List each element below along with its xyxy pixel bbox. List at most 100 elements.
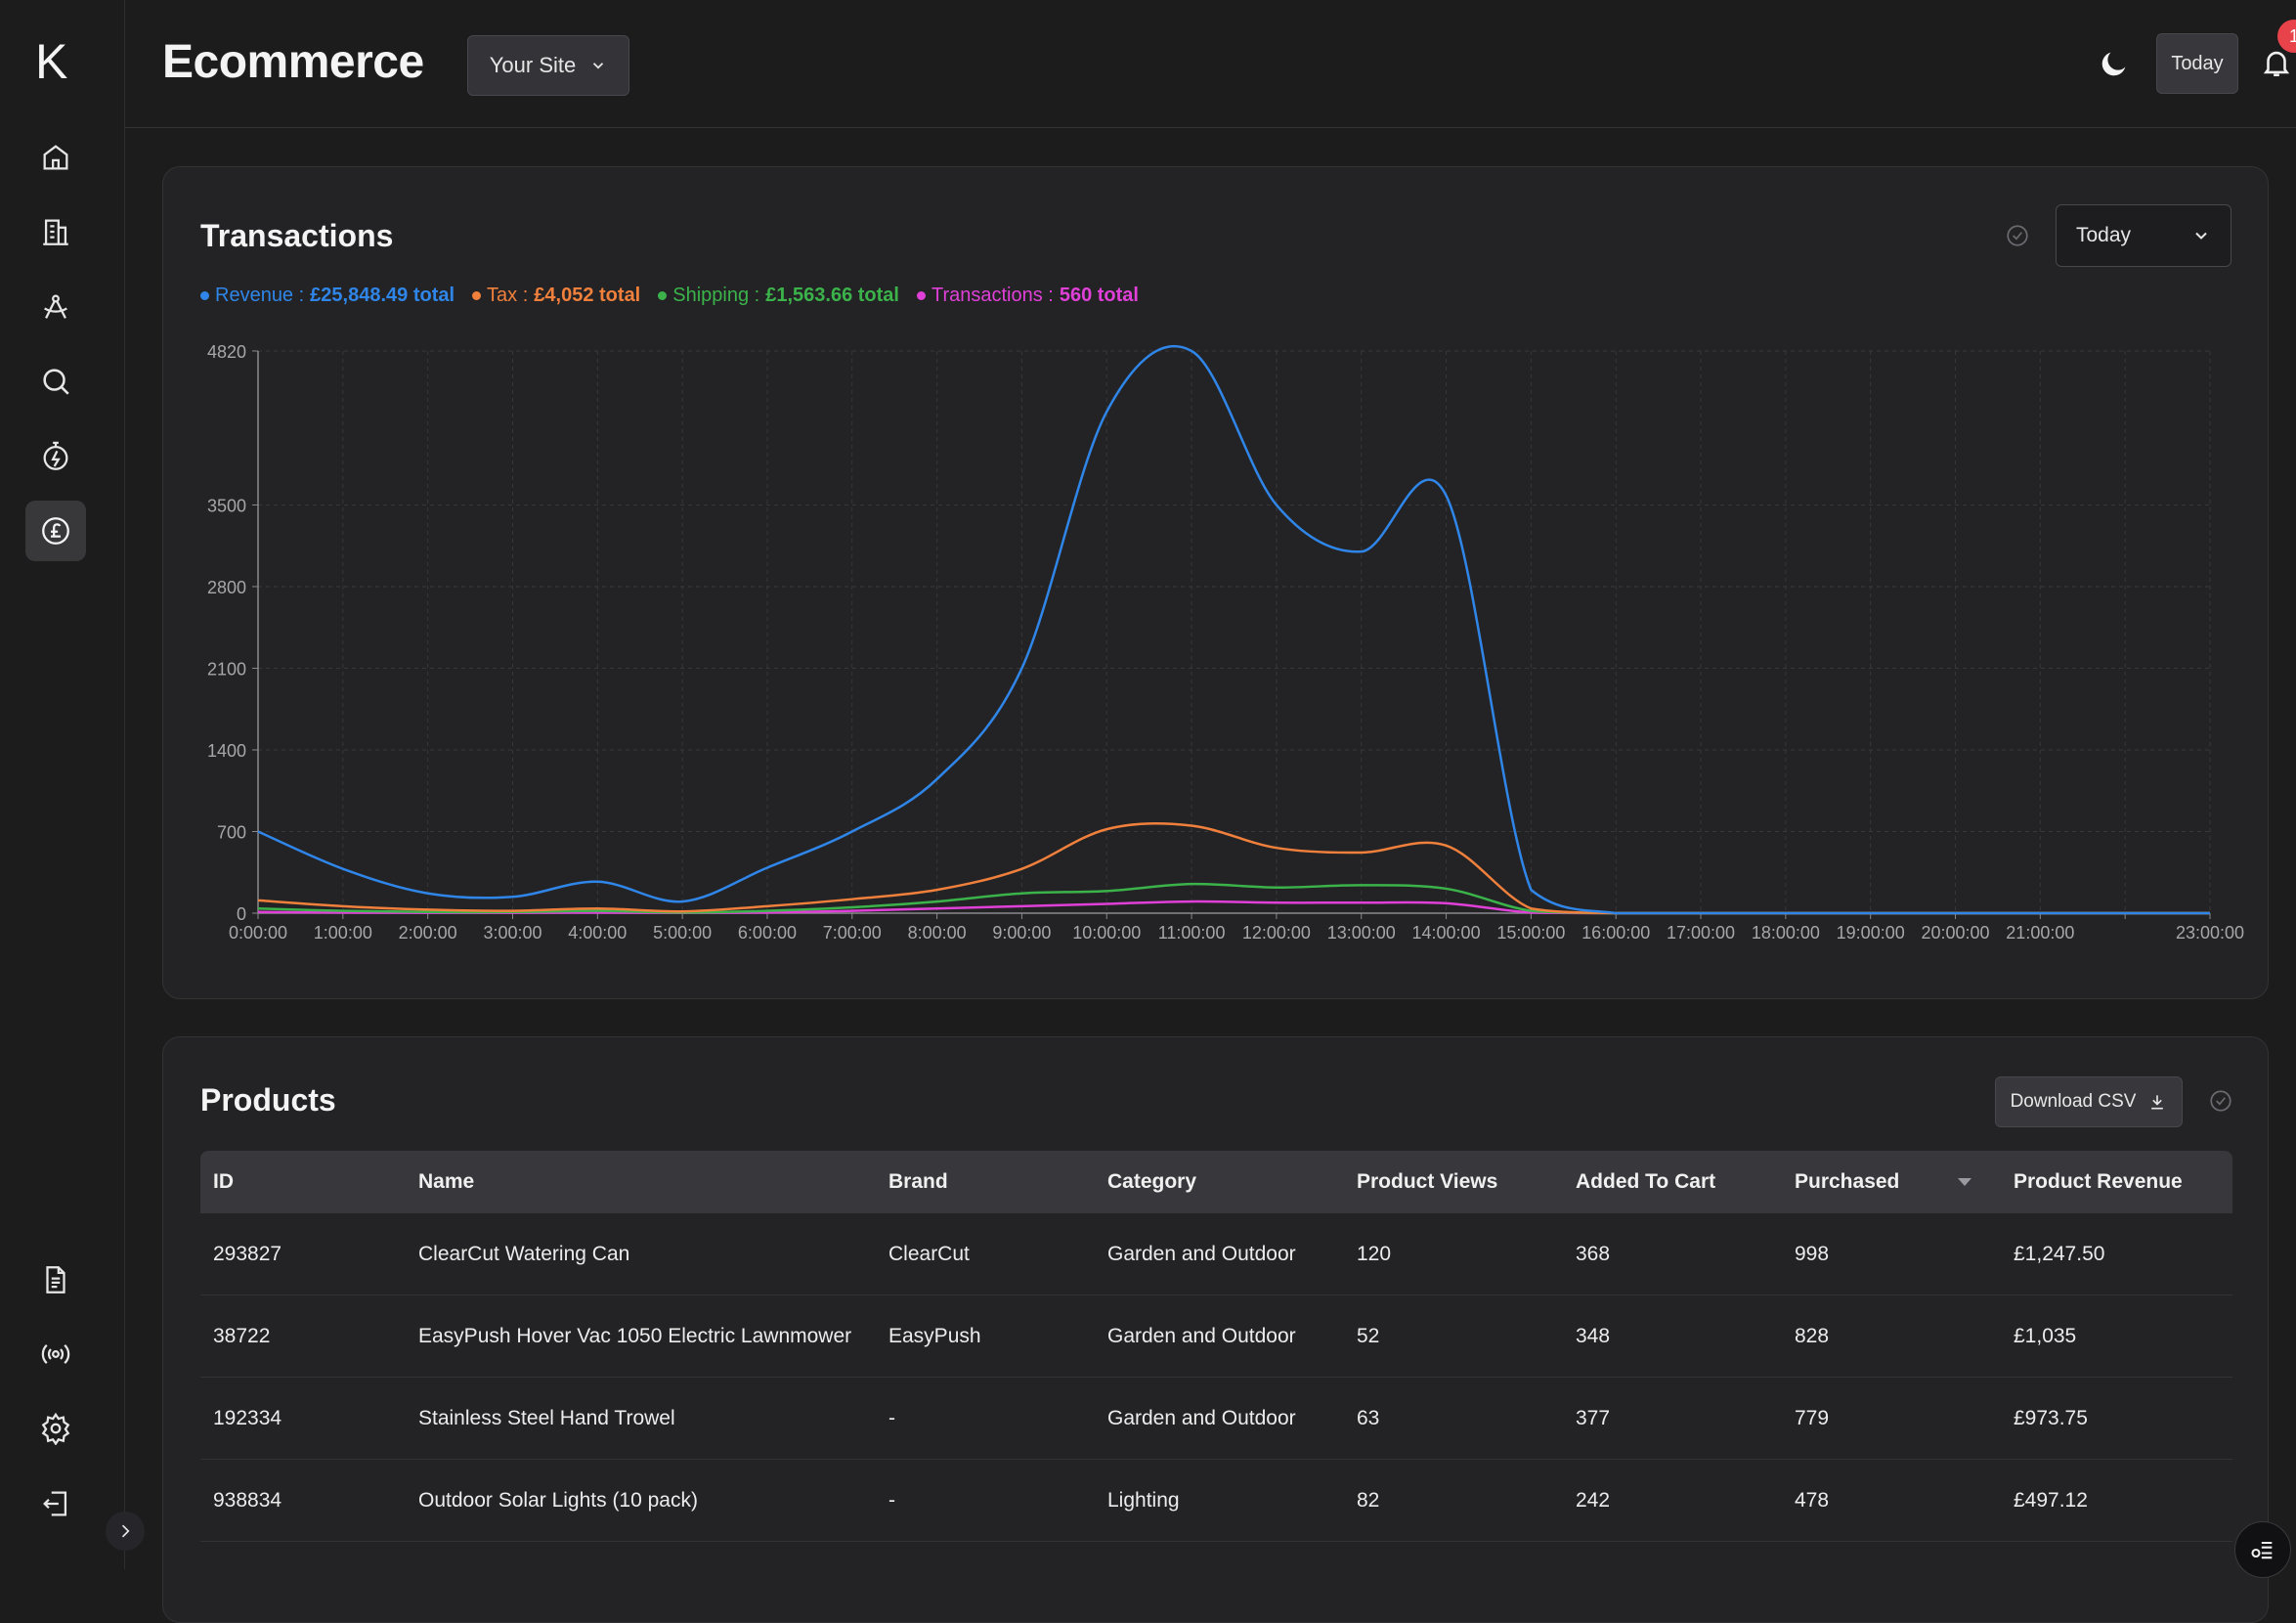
y-tick-label: 1400 — [207, 741, 246, 761]
cell-category: Garden and Outdoor — [1095, 1294, 1344, 1378]
series-line-tax — [257, 822, 2210, 915]
series-line-revenue — [257, 345, 2210, 915]
x-tick-label: 6:00:00 — [738, 923, 797, 943]
transactions-card: Transactions Today Revenue : £25,848.49 … — [162, 166, 2269, 999]
app-logo[interactable]: K — [31, 33, 78, 89]
cell-name: Stainless Steel Hand Trowel — [406, 1377, 876, 1460]
legend-label: Transactions : — [931, 285, 1054, 306]
column-header-purchased[interactable]: Purchased — [1782, 1151, 2001, 1213]
cell-revenue: £1,247.50 — [2001, 1213, 2232, 1295]
bell-icon[interactable] — [2260, 45, 2293, 80]
search-icon — [43, 369, 69, 395]
svg-text:K: K — [35, 34, 67, 88]
sidebar-item-ecommerce[interactable] — [25, 501, 86, 561]
chart-legend: Revenue : £25,848.49 total Tax : £4,052 … — [200, 285, 1139, 307]
column-header-name[interactable]: Name — [418, 1170, 475, 1193]
transactions-line-chart: 0 700 1400 2100 2800 3500 4820 0:00:00 1:00:00 2:… — [207, 342, 2244, 943]
x-tick-label: 13:00:00 — [1327, 923, 1396, 943]
download-csv-button[interactable]: Download CSV — [1995, 1076, 2183, 1127]
sidebar-item-home[interactable] — [25, 127, 86, 188]
column-header-brand[interactable]: Brand — [888, 1170, 948, 1193]
cell-views: 52 — [1344, 1294, 1563, 1378]
sidebar-collapse-button[interactable] — [106, 1512, 145, 1551]
logout-icon — [43, 1491, 67, 1516]
site-select-label: Your Site — [489, 53, 577, 77]
building-icon — [43, 219, 68, 245]
column-header-product-views[interactable]: Product Views — [1357, 1170, 1498, 1193]
legend-label: Shipping : — [672, 285, 760, 306]
check-circle-icon[interactable] — [2208, 1088, 2233, 1114]
cell-views: 82 — [1344, 1459, 1563, 1542]
cell-id: 938834 — [200, 1459, 406, 1542]
table-row[interactable]: 293827 ClearCut Watering Can ClearCut Ga… — [200, 1213, 2232, 1295]
floating-menu-button[interactable] — [2234, 1521, 2291, 1578]
table-row[interactable]: 938834 Outdoor Solar Lights (10 pack) - … — [200, 1459, 2232, 1542]
check-circle-icon[interactable] — [2005, 223, 2030, 248]
column-header-category[interactable]: Category — [1107, 1170, 1197, 1193]
x-tick-label: 20:00:00 — [1921, 923, 1989, 943]
cell-views: 63 — [1344, 1377, 1563, 1460]
products-table: ID Name Brand Category Product Views Add… — [200, 1151, 2232, 1542]
legend-item-shipping[interactable]: Shipping : £1,563.66 total — [658, 285, 899, 307]
cell-id: 192334 — [200, 1377, 406, 1460]
y-tick-label: 4820 — [207, 342, 246, 362]
sidebar-item-search[interactable] — [25, 351, 86, 412]
y-tick-label: 2100 — [207, 659, 246, 679]
y-tick-label: 3500 — [207, 496, 246, 515]
products-card: Products Download CSV ID Name Brand Cate… — [162, 1036, 2269, 1623]
cell-added-to-cart: 377 — [1563, 1377, 1782, 1460]
legend-item-revenue[interactable]: Revenue : £25,848.49 total — [200, 285, 455, 307]
pound-icon — [42, 517, 69, 545]
sidebar-item-compass[interactable] — [25, 277, 86, 337]
column-header-added-to-cart[interactable]: Added To Cart — [1576, 1170, 1716, 1193]
column-header-product-revenue[interactable]: Product Revenue — [2014, 1170, 2183, 1193]
legend-label: Revenue : — [215, 285, 305, 306]
cell-brand: ClearCut — [876, 1213, 1095, 1295]
date-range-select[interactable]: Today — [2056, 204, 2231, 267]
sidebar-item-settings[interactable] — [25, 1398, 86, 1459]
cell-revenue: £973.75 — [2001, 1377, 2232, 1460]
cell-category: Garden and Outdoor — [1095, 1377, 1344, 1460]
table-row[interactable]: 192334 Stainless Steel Hand Trowel - Gar… — [200, 1377, 2232, 1460]
table-row[interactable]: 38722 EasyPush Hover Vac 1050 Electric L… — [200, 1294, 2232, 1378]
x-tick-label: 8:00:00 — [908, 923, 967, 943]
dark-mode-toggle-moon-icon[interactable] — [2098, 47, 2131, 80]
sort-desc-icon[interactable] — [1956, 1176, 1973, 1188]
cell-brand: - — [876, 1377, 1095, 1460]
cell-category: Garden and Outdoor — [1095, 1213, 1344, 1295]
document-icon — [46, 1266, 65, 1294]
legend-dot — [916, 291, 926, 300]
cell-revenue: £1,035 — [2001, 1294, 2232, 1378]
legend-item-transactions[interactable]: Transactions : 560 total — [916, 285, 1139, 307]
purchased-header-label: Purchased — [1795, 1170, 1900, 1193]
legend-item-tax[interactable]: Tax : £4,052 total — [472, 285, 640, 307]
gear-icon — [41, 1412, 70, 1445]
cell-id: 38722 — [200, 1294, 406, 1378]
sidebar-item-documents[interactable] — [25, 1250, 86, 1310]
notification-badge: 1 — [2277, 20, 2296, 53]
column-header-id[interactable]: ID — [213, 1170, 234, 1193]
home-icon — [43, 145, 68, 170]
legend-total: £1,563.66 total — [765, 285, 899, 306]
x-tick-label: 1:00:00 — [314, 923, 372, 943]
sidebar-item-buildings[interactable] — [25, 201, 86, 262]
cell-purchased: 998 — [1782, 1213, 2001, 1295]
x-tick-label: 0:00:00 — [229, 923, 287, 943]
products-title: Products — [200, 1082, 336, 1118]
x-tick-label: 3:00:00 — [483, 923, 542, 943]
legend-dot — [200, 291, 209, 300]
cell-purchased: 478 — [1782, 1459, 2001, 1542]
cell-views: 120 — [1344, 1213, 1563, 1295]
chevron-right-icon — [121, 1524, 130, 1538]
sidebar-item-timer[interactable] — [25, 426, 86, 487]
cell-category: Lighting — [1095, 1459, 1344, 1542]
sidebar-item-logout[interactable] — [25, 1473, 86, 1534]
site-select[interactable]: Your Site — [467, 35, 629, 96]
cell-added-to-cart: 242 — [1563, 1459, 1782, 1542]
sidebar-item-broadcast[interactable] — [25, 1324, 86, 1384]
cell-name: Outdoor Solar Lights (10 pack) — [406, 1459, 876, 1542]
today-button[interactable]: Today — [2156, 33, 2238, 94]
cell-purchased: 779 — [1782, 1377, 2001, 1460]
x-tick-label: 2:00:00 — [399, 923, 457, 943]
legend-dot — [658, 291, 668, 300]
